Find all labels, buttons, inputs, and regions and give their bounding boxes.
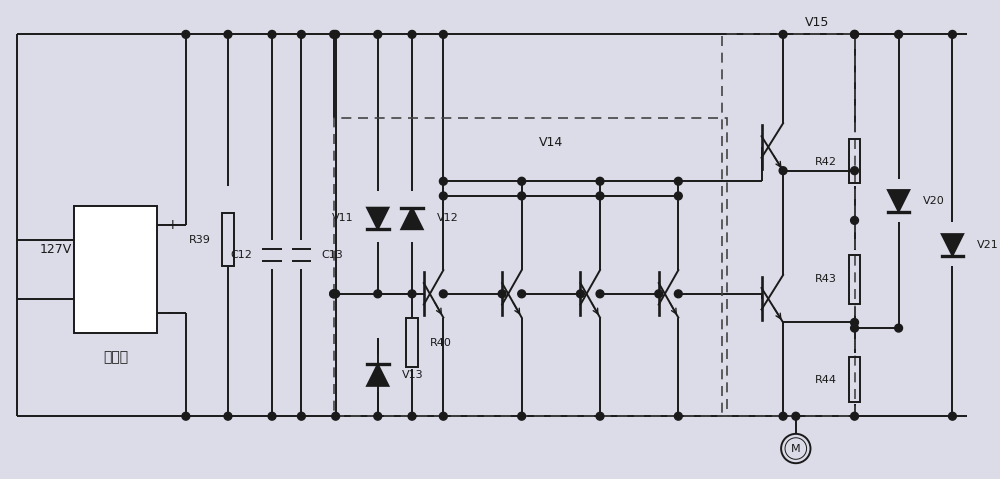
Circle shape xyxy=(779,167,787,174)
Circle shape xyxy=(596,412,604,420)
Text: +: + xyxy=(166,218,178,232)
Circle shape xyxy=(851,217,858,224)
Circle shape xyxy=(332,290,340,298)
Text: V12: V12 xyxy=(436,214,458,223)
Circle shape xyxy=(895,324,903,332)
Circle shape xyxy=(674,412,682,420)
Bar xyxy=(849,139,860,183)
Circle shape xyxy=(439,177,447,185)
Text: 整流桥: 整流桥 xyxy=(103,351,128,365)
Circle shape xyxy=(851,31,858,38)
Circle shape xyxy=(224,31,232,38)
Bar xyxy=(849,357,860,401)
Circle shape xyxy=(949,31,956,38)
Circle shape xyxy=(949,412,956,420)
Polygon shape xyxy=(367,365,389,386)
Circle shape xyxy=(439,31,447,38)
Circle shape xyxy=(439,290,447,298)
Circle shape xyxy=(439,192,447,200)
Text: C13: C13 xyxy=(321,250,343,260)
Circle shape xyxy=(332,412,340,420)
Circle shape xyxy=(596,192,604,200)
Circle shape xyxy=(374,290,382,298)
Polygon shape xyxy=(888,190,909,212)
Circle shape xyxy=(224,412,232,420)
Circle shape xyxy=(330,290,338,298)
Circle shape xyxy=(182,412,190,420)
Circle shape xyxy=(851,31,858,38)
Circle shape xyxy=(596,177,604,185)
Text: C12: C12 xyxy=(231,250,252,260)
Circle shape xyxy=(408,31,416,38)
Circle shape xyxy=(576,290,584,298)
Text: R40: R40 xyxy=(430,338,452,348)
Circle shape xyxy=(674,177,682,185)
Circle shape xyxy=(374,412,382,420)
Text: R39: R39 xyxy=(188,235,210,245)
Circle shape xyxy=(268,412,276,420)
Circle shape xyxy=(674,192,682,200)
Text: V13: V13 xyxy=(402,370,424,380)
Circle shape xyxy=(779,412,787,420)
Circle shape xyxy=(330,31,338,38)
Text: V21: V21 xyxy=(977,240,999,250)
Circle shape xyxy=(792,412,800,420)
Circle shape xyxy=(408,412,416,420)
Polygon shape xyxy=(401,208,423,229)
Bar xyxy=(849,255,860,304)
Text: V15: V15 xyxy=(805,16,830,29)
Circle shape xyxy=(297,31,305,38)
Circle shape xyxy=(268,31,276,38)
Bar xyxy=(222,213,234,266)
Circle shape xyxy=(330,290,338,298)
Circle shape xyxy=(851,324,858,332)
Circle shape xyxy=(851,319,858,326)
Circle shape xyxy=(596,290,604,298)
Circle shape xyxy=(518,177,526,185)
Text: 127V: 127V xyxy=(40,243,72,256)
Circle shape xyxy=(332,31,340,38)
Circle shape xyxy=(518,412,526,420)
Circle shape xyxy=(408,290,416,298)
Circle shape xyxy=(779,31,787,38)
Text: R43: R43 xyxy=(815,274,837,284)
Polygon shape xyxy=(942,234,963,256)
Circle shape xyxy=(895,31,903,38)
Text: -: - xyxy=(166,307,171,320)
Polygon shape xyxy=(367,208,389,229)
Bar xyxy=(74,205,157,333)
Bar xyxy=(406,319,418,367)
Circle shape xyxy=(498,290,506,298)
Text: R42: R42 xyxy=(815,157,837,167)
Circle shape xyxy=(851,167,858,174)
Text: R44: R44 xyxy=(815,375,837,385)
Circle shape xyxy=(182,31,190,38)
Text: V11: V11 xyxy=(332,214,353,223)
Circle shape xyxy=(518,290,526,298)
Circle shape xyxy=(374,31,382,38)
Text: V14: V14 xyxy=(539,136,563,148)
Circle shape xyxy=(851,412,858,420)
Circle shape xyxy=(297,412,305,420)
Text: M: M xyxy=(791,444,801,454)
Circle shape xyxy=(674,290,682,298)
Circle shape xyxy=(439,412,447,420)
Text: V20: V20 xyxy=(923,196,945,206)
Circle shape xyxy=(655,290,663,298)
Circle shape xyxy=(518,192,526,200)
